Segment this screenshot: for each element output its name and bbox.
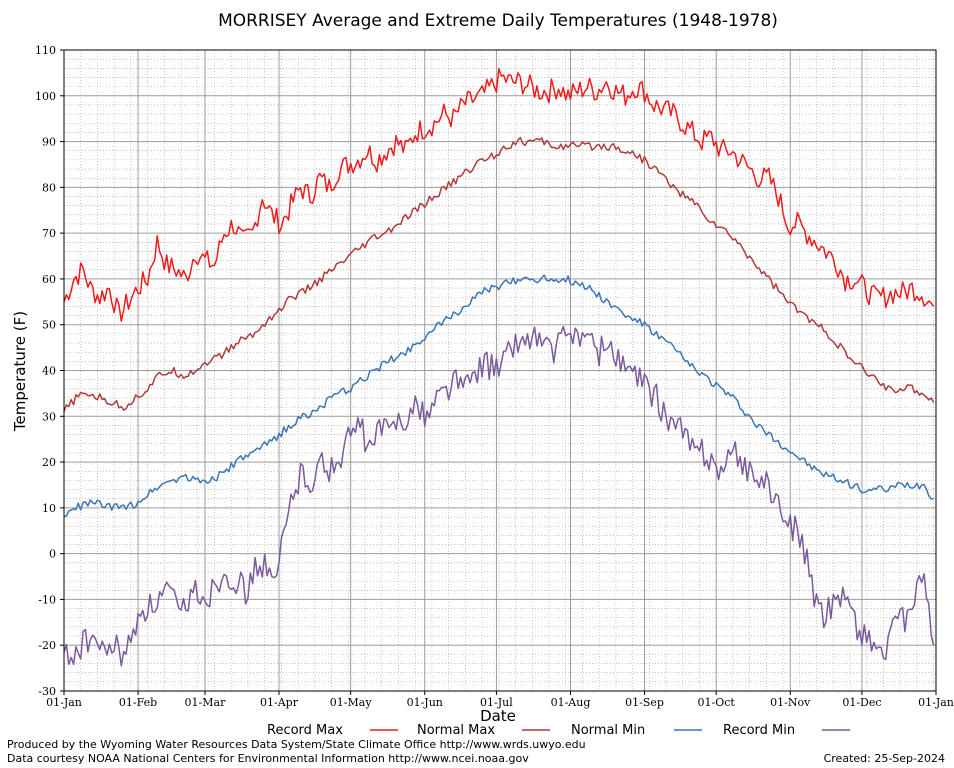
x-tick-label: 01-Mar [185,696,227,709]
y-tick-label: 0 [49,548,56,561]
y-tick-label: -10 [38,593,56,606]
footer-producer: Produced by the Wyoming Water Resources … [7,738,586,751]
x-tick-label: 01-Oct [698,696,736,709]
y-tick-label: -20 [38,639,56,652]
legend-label-record-max: Record Max [267,723,343,738]
y-tick-label: 90 [42,136,56,149]
footer-data-source: Data courtesy NOAA National Centers for … [7,752,529,765]
y-tick-label: 50 [42,319,56,332]
y-tick-label: 110 [35,44,56,57]
y-tick-label: 30 [42,410,56,423]
x-tick-label: 01-Jan [918,696,954,709]
x-tick-label: 01-Feb [119,696,157,709]
legend: Record Max Normal Max Normal Min Record … [267,723,850,738]
x-tick-label: 01-Jun [407,696,443,709]
plot-area [64,50,936,691]
y-tick-label: 60 [42,273,56,286]
legend-label-normal-max: Normal Max [417,723,495,738]
x-tick-label: 01-Apr [260,696,299,709]
x-tick-label: 01-Dec [842,696,881,709]
y-tick-label: 40 [42,365,56,378]
x-tick-label: 01-Nov [770,696,811,709]
y-axis-label: Temperature (F) [11,311,29,432]
y-tick-label: 70 [42,227,56,240]
x-tick-label: 01-Sep [625,696,664,709]
y-tick-label: 20 [42,456,56,469]
x-tick-label: 01-Jan [46,696,82,709]
y-tick-label: 10 [42,502,56,515]
x-tick-label: 01-Aug [551,696,591,709]
footer-created-date: Created: 25-Sep-2024 [824,752,945,765]
y-tick-label: 100 [35,90,56,103]
x-tick-label: 01-May [330,696,373,709]
legend-label-record-min: Record Min [723,723,795,738]
chart-title: MORRISEY Average and Extreme Daily Tempe… [218,11,778,31]
legend-label-normal-min: Normal Min [571,723,645,738]
y-tick-label: 80 [42,181,56,194]
